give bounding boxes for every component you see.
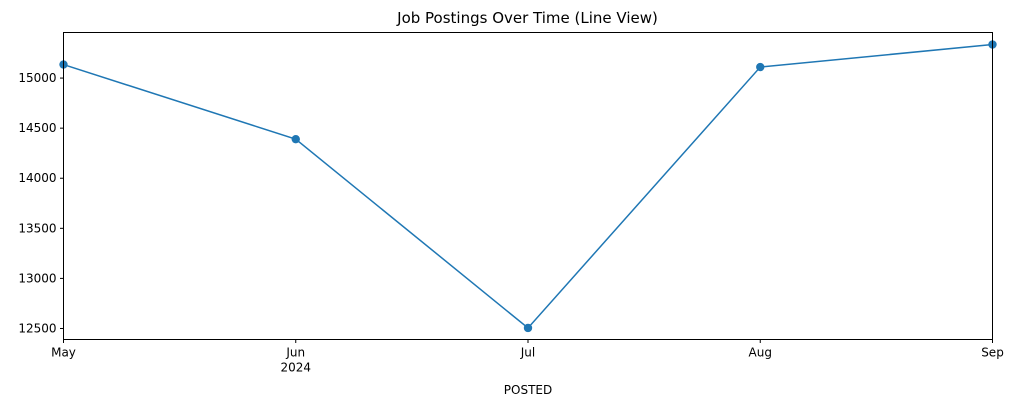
x-axis-label: POSTED bbox=[504, 383, 552, 397]
y-tick-label: 15000 bbox=[18, 71, 56, 85]
y-tick-label: 13500 bbox=[18, 221, 56, 235]
y-tick-label: 14000 bbox=[18, 171, 56, 185]
plot-frame bbox=[63, 32, 993, 340]
data-point bbox=[291, 134, 300, 144]
y-tick-label: 13000 bbox=[18, 271, 56, 285]
data-point bbox=[523, 323, 533, 333]
series-line bbox=[63, 43, 993, 330]
plot-area bbox=[59, 40, 997, 333]
chart-title: Job Postings Over Time (Line View) bbox=[396, 9, 658, 27]
y-tick-label: 14500 bbox=[18, 121, 56, 135]
x-tick-label: Jul bbox=[520, 346, 535, 360]
data-point bbox=[756, 62, 765, 72]
x-tick-sublabel: 2024 bbox=[280, 361, 311, 375]
x-tick-label: Aug bbox=[749, 346, 772, 360]
x-tick-label: May bbox=[51, 346, 76, 360]
x-tick-label: Jun bbox=[285, 346, 305, 360]
y-tick-label: 12500 bbox=[18, 321, 56, 335]
x-tick-label: Sep bbox=[981, 346, 1004, 360]
